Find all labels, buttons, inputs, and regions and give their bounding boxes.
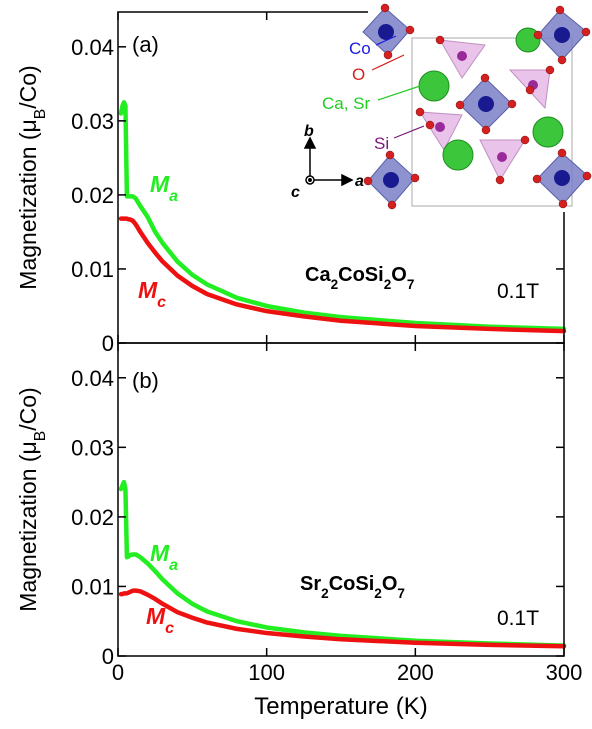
panel-label: (b): [132, 368, 159, 393]
text-part: /Co): [15, 387, 41, 430]
formula: Ca2CoSi2O7: [305, 264, 414, 292]
crystal-inset: Co O Ca, Sr Si b c a: [291, 0, 592, 212]
x-tick-label: 200: [397, 660, 434, 685]
series-name: M: [138, 277, 158, 303]
subscript: 7: [407, 277, 415, 292]
y-tick-label: 0.04: [71, 35, 114, 60]
text-part: Sr: [300, 573, 321, 595]
y-tick-label: 0.02: [71, 183, 114, 208]
inset-label: Si: [374, 134, 389, 153]
text-part: O: [391, 264, 407, 286]
text-part: Magnetization (μ: [15, 441, 41, 612]
field-label: 0.1T: [497, 280, 539, 303]
series-label: Mc: [138, 277, 166, 311]
subscript: 7: [397, 586, 405, 601]
subscript: B: [32, 431, 49, 441]
y-tick-label: 0.03: [71, 109, 114, 134]
crystal-axes: [305, 138, 352, 185]
panel-label: (a): [132, 32, 159, 57]
inset-label: O: [352, 65, 365, 84]
text-part: O: [382, 573, 398, 595]
figure: 00.010.020.030.04Magnetization (μB/Co)Ma…: [0, 0, 592, 729]
axis-letter: b: [304, 123, 314, 140]
x-tick-label: 0: [112, 660, 124, 685]
y-axis-label: Magnetization (μB/Co): [15, 387, 49, 611]
series-label: Ma: [150, 171, 178, 205]
y-tick-label: 0.02: [71, 505, 114, 530]
y-tick-label: 0.01: [71, 257, 114, 282]
series-subscript: c: [157, 294, 166, 311]
page: 00.010.020.030.04Magnetization (μB/Co)Ma…: [0, 0, 592, 729]
series-subscript: a: [169, 188, 178, 205]
axis-letter: a: [355, 173, 364, 190]
text-part: Magnetization (μ: [15, 119, 41, 290]
axis-letter: c: [291, 184, 300, 201]
text-part: CoSi: [329, 573, 375, 595]
formula: Sr2CoSi2O7: [300, 573, 405, 601]
text-part: Ca: [305, 264, 331, 286]
text-part: /Co): [15, 65, 41, 108]
y-tick-label: 0: [102, 331, 114, 356]
subscript: B: [32, 109, 49, 119]
inset-label: Ca, Sr: [322, 94, 371, 113]
series-name: M: [150, 171, 170, 197]
y-tick-label: 0.01: [71, 574, 114, 599]
y-tick-label: 0.04: [71, 366, 114, 391]
text-part: CoSi: [338, 264, 384, 286]
y-tick-label: 0.03: [71, 435, 114, 460]
series-subscript: c: [165, 620, 174, 637]
series-name: M: [150, 540, 170, 566]
series-subscript: a: [169, 557, 178, 574]
x-tick-label: 100: [248, 660, 285, 685]
x-axis-label: Temperature (K): [254, 693, 427, 720]
x-tick-label: 300: [546, 660, 583, 685]
y-axis-label: Magnetization (μB/Co): [15, 65, 49, 289]
series-name: M: [146, 603, 166, 629]
inset-label: Co: [349, 39, 371, 58]
field-label: 0.1T: [497, 607, 539, 630]
